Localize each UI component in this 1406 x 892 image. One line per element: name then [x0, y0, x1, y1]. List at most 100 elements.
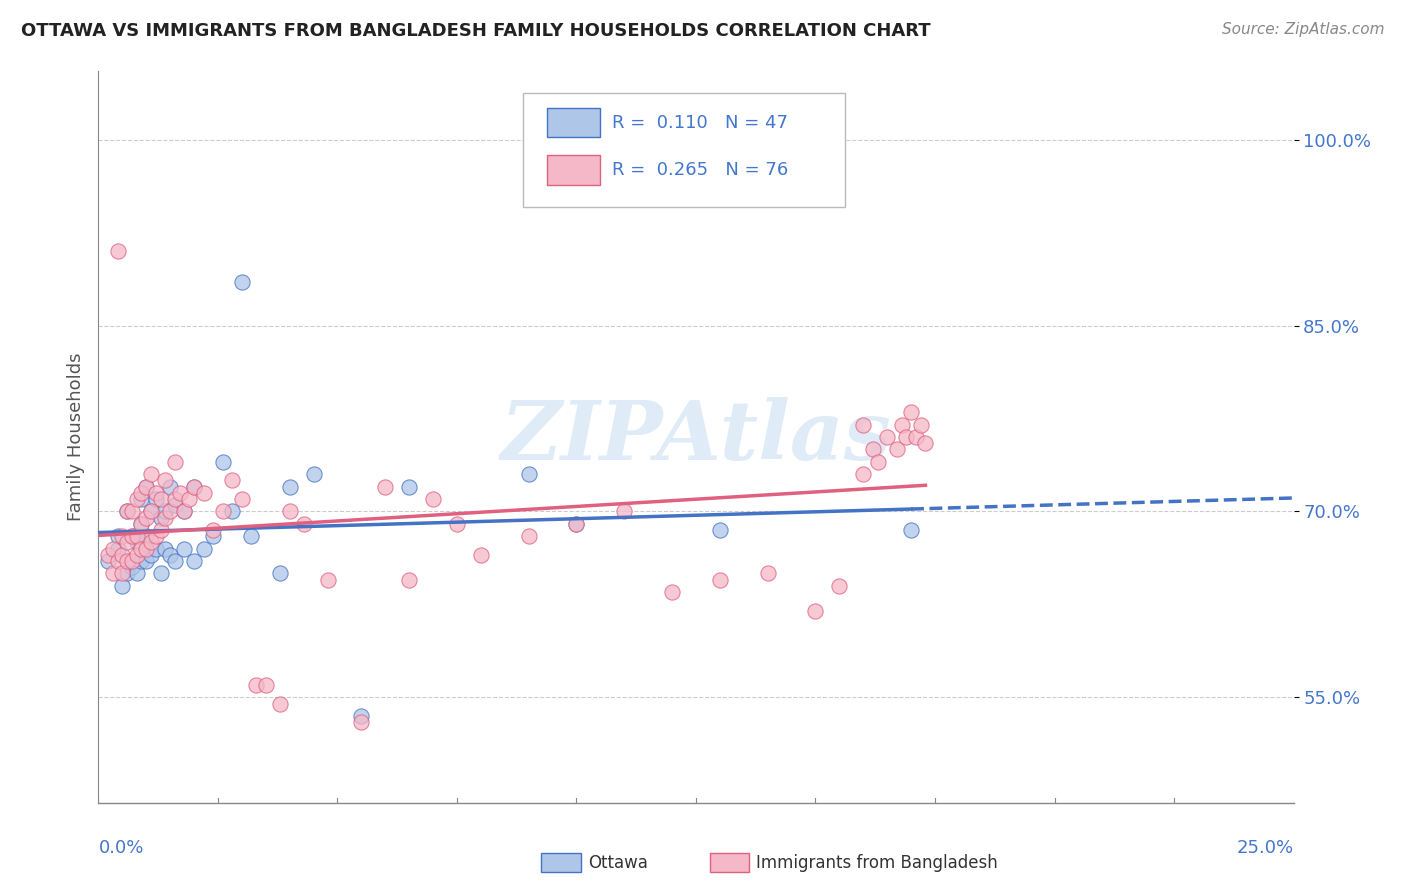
FancyBboxPatch shape	[547, 155, 600, 185]
Point	[121, 529, 143, 543]
Point	[149, 510, 172, 524]
Point	[139, 535, 162, 549]
Point	[896, 430, 918, 444]
Point	[135, 541, 157, 556]
Point	[517, 529, 540, 543]
Point	[374, 480, 396, 494]
Point	[115, 566, 138, 581]
Point	[613, 504, 636, 518]
Point	[111, 548, 134, 562]
Point	[173, 541, 195, 556]
Point	[886, 442, 908, 457]
Point	[804, 604, 827, 618]
Point	[862, 442, 884, 457]
Point	[139, 504, 162, 518]
Point	[107, 541, 129, 556]
Point	[910, 417, 932, 432]
Point	[111, 529, 134, 543]
Point	[661, 585, 683, 599]
Point	[398, 480, 420, 494]
Point	[446, 516, 468, 531]
Text: Ottawa: Ottawa	[588, 854, 648, 871]
Point	[139, 467, 162, 482]
Point	[269, 697, 291, 711]
Point	[852, 467, 875, 482]
Point	[149, 491, 172, 506]
Point	[193, 486, 215, 500]
Point	[292, 516, 315, 531]
Point	[231, 275, 253, 289]
Point	[183, 480, 205, 494]
Point	[202, 529, 225, 543]
Point	[159, 548, 181, 562]
Point	[173, 504, 195, 518]
Point	[163, 554, 186, 568]
Point	[125, 529, 148, 543]
Point	[211, 455, 233, 469]
Point	[101, 541, 124, 556]
Point	[193, 541, 215, 556]
Point	[145, 541, 167, 556]
Point	[517, 467, 540, 482]
Point	[131, 541, 153, 556]
Point	[876, 430, 898, 444]
Text: R =  0.265   N = 76: R = 0.265 N = 76	[613, 161, 789, 179]
Point	[221, 504, 243, 518]
Point	[97, 548, 120, 562]
Point	[111, 566, 134, 581]
Point	[852, 417, 875, 432]
Point	[121, 560, 143, 574]
Point	[709, 523, 731, 537]
Point	[163, 491, 186, 506]
Point	[350, 715, 373, 730]
Text: 25.0%: 25.0%	[1236, 839, 1294, 857]
Point	[159, 504, 181, 518]
Point	[135, 554, 157, 568]
Point	[131, 486, 153, 500]
Point	[107, 529, 129, 543]
Point	[183, 554, 205, 568]
Point	[125, 548, 148, 562]
Point	[121, 554, 143, 568]
Text: ZIPAtlas: ZIPAtlas	[501, 397, 891, 477]
Point	[155, 474, 177, 488]
Point	[202, 523, 225, 537]
Point	[97, 554, 120, 568]
Point	[278, 480, 301, 494]
Point	[155, 541, 177, 556]
Point	[183, 480, 205, 494]
Point	[709, 573, 731, 587]
Point	[139, 548, 162, 562]
Point	[145, 529, 167, 543]
Point	[163, 498, 186, 512]
Point	[149, 566, 172, 581]
Point	[159, 480, 181, 494]
Point	[115, 504, 138, 518]
Point	[135, 480, 157, 494]
Point	[125, 535, 148, 549]
Point	[125, 566, 148, 581]
Point	[828, 579, 851, 593]
Point	[115, 535, 138, 549]
Point	[121, 504, 143, 518]
Text: OTTAWA VS IMMIGRANTS FROM BANGLADESH FAMILY HOUSEHOLDS CORRELATION CHART: OTTAWA VS IMMIGRANTS FROM BANGLADESH FAM…	[21, 22, 931, 40]
Text: R =  0.110   N = 47: R = 0.110 N = 47	[613, 113, 789, 131]
Point	[139, 504, 162, 518]
Point	[221, 474, 243, 488]
Point	[135, 480, 157, 494]
Point	[269, 566, 291, 581]
Point	[866, 455, 889, 469]
Point	[145, 486, 167, 500]
Point	[107, 244, 129, 259]
Point	[155, 510, 177, 524]
Point	[914, 436, 936, 450]
Point	[173, 504, 195, 518]
Point	[422, 491, 444, 506]
Point	[125, 491, 148, 506]
Point	[231, 491, 253, 506]
Point	[890, 417, 912, 432]
Point	[107, 554, 129, 568]
Point	[115, 504, 138, 518]
Point	[398, 573, 420, 587]
Point	[302, 467, 325, 482]
